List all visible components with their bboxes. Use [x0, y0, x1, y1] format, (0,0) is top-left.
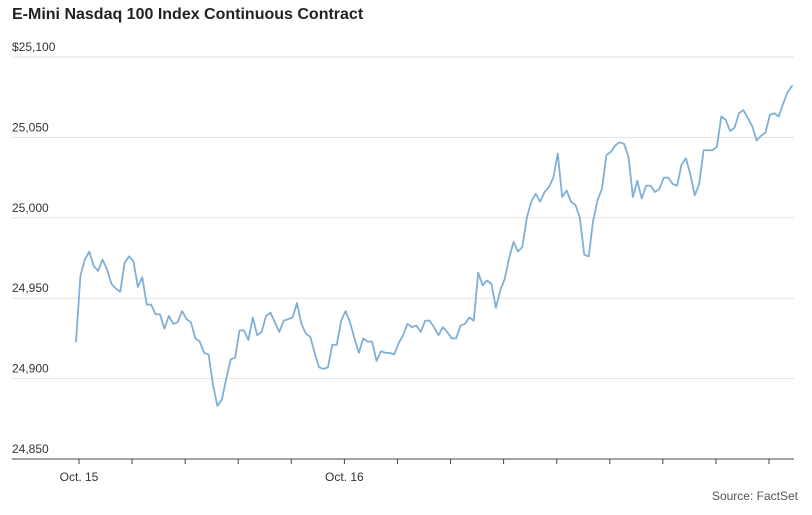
y-tick-label: 24,950: [12, 281, 49, 295]
gridlines: [12, 56, 794, 380]
y-tick-label: 25,050: [12, 120, 49, 134]
x-axis: Oct. 15 Oct. 16: [12, 458, 794, 484]
y-tick-label: 24,900: [12, 362, 49, 376]
source-note: Source: FactSet: [711, 489, 798, 503]
chart-title: E-Mini Nasdaq 100 Index Continuous Contr…: [12, 6, 364, 23]
x-tick-label: Oct. 15: [60, 470, 99, 484]
y-tick-label: 24,850: [12, 442, 49, 456]
y-tick-label: 25,000: [12, 201, 49, 215]
series-group: [75, 85, 793, 407]
y-axis-labels: $25,100 25,050 25,000 24,950 24,900 24,850: [12, 40, 56, 456]
y-tick-label: $25,100: [12, 40, 56, 54]
series-line: [75, 85, 793, 407]
x-tick-label: Oct. 16: [325, 470, 364, 484]
